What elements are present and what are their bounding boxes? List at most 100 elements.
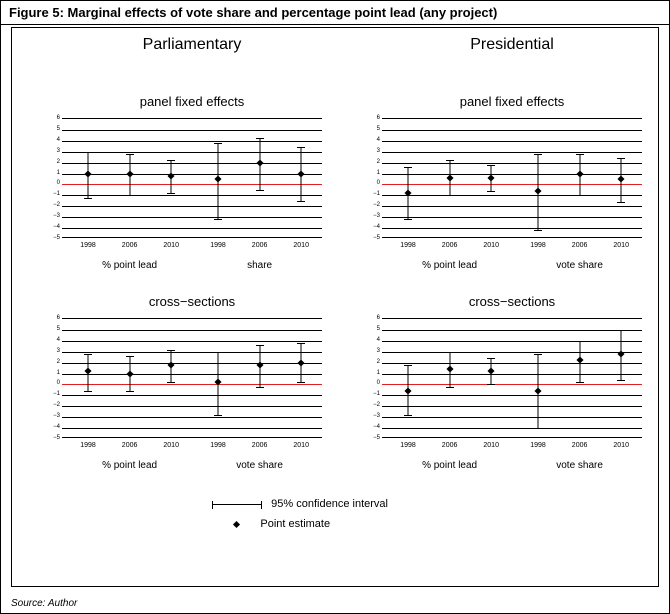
ytick-label: 3 — [362, 148, 380, 154]
column-title: Parliamentary — [42, 36, 342, 54]
ytick-label: 1 — [42, 370, 60, 376]
group-label: vote share — [540, 460, 620, 471]
subplot-title: cross−sections — [52, 294, 332, 309]
ytick-label: −5 — [362, 435, 380, 441]
ytick-label: 4 — [362, 137, 380, 143]
ytick-label: 6 — [42, 115, 60, 121]
xtick-label: 1998 — [203, 442, 233, 449]
ytick-label: −3 — [362, 413, 380, 419]
ytick-label: −5 — [42, 435, 60, 441]
ytick-label: 6 — [362, 115, 380, 121]
xtick-label: 1998 — [523, 442, 553, 449]
point-estimate — [126, 370, 133, 377]
plot-area: Parliamentary Presidential panel fixed eff… — [11, 27, 659, 587]
ytick-label: 4 — [362, 337, 380, 343]
ytick-label: −4 — [362, 224, 380, 230]
xtick-label: 1998 — [393, 442, 423, 449]
point-estimate — [84, 170, 91, 177]
xtick-label: 2006 — [435, 442, 465, 449]
ytick-label: −4 — [42, 224, 60, 230]
ytick-label: 6 — [362, 315, 380, 321]
ytick-label: 5 — [42, 326, 60, 332]
ytick-label: −1 — [362, 391, 380, 397]
xtick-label: 2010 — [476, 242, 506, 249]
xtick-label: 2010 — [286, 442, 316, 449]
xtick-label: 2010 — [606, 242, 636, 249]
xtick-label: 2006 — [245, 442, 275, 449]
figure-title: Figure 5: Marginal effects of vote share… — [1, 1, 669, 25]
subplot-pres-fixed — [382, 118, 642, 238]
group-label: % point lead — [410, 460, 490, 471]
ytick-label: 1 — [362, 370, 380, 376]
ytick-label: 0 — [362, 380, 380, 386]
ytick-label: 0 — [42, 380, 60, 386]
xtick-label: 1998 — [73, 242, 103, 249]
ytick-label: 2 — [362, 159, 380, 165]
ytick-label: 4 — [42, 137, 60, 143]
group-label: share — [220, 260, 300, 271]
point-estimate — [534, 387, 541, 394]
xtick-label: 1998 — [393, 242, 423, 249]
ytick-label: −2 — [42, 402, 60, 408]
point-estimate — [534, 187, 541, 194]
subplot-parl-cross — [62, 318, 322, 438]
subplot-title: panel fixed effects — [52, 94, 332, 109]
ytick-label: −2 — [42, 202, 60, 208]
ytick-label: −2 — [362, 402, 380, 408]
group-label: % point lead — [410, 260, 490, 271]
point-estimate — [446, 174, 453, 181]
source-label: Source: Author — [11, 598, 77, 609]
group-label: vote share — [220, 460, 300, 471]
point-estimate — [214, 175, 221, 182]
subplot-title: cross−sections — [372, 294, 652, 309]
ytick-label: 2 — [42, 359, 60, 365]
ytick-label: −4 — [42, 424, 60, 430]
xtick-label: 2006 — [565, 242, 595, 249]
point-estimate — [126, 170, 133, 177]
ytick-label: −1 — [362, 191, 380, 197]
ytick-label: 0 — [362, 180, 380, 186]
ytick-label: 3 — [42, 148, 60, 154]
ytick-label: 2 — [362, 359, 380, 365]
xtick-label: 2010 — [476, 442, 506, 449]
ytick-label: 5 — [362, 326, 380, 332]
group-label: % point lead — [90, 260, 170, 271]
ytick-label: 1 — [362, 170, 380, 176]
point-estimate — [618, 175, 625, 182]
xtick-label: 2010 — [156, 242, 186, 249]
group-label: % point lead — [90, 460, 170, 471]
xtick-label: 2010 — [286, 242, 316, 249]
ytick-label: 5 — [42, 126, 60, 132]
ytick-label: −3 — [362, 213, 380, 219]
ytick-label: −4 — [362, 424, 380, 430]
xtick-label: 2006 — [115, 442, 145, 449]
ytick-label: −2 — [362, 202, 380, 208]
xtick-label: 1998 — [203, 242, 233, 249]
xtick-label: 2010 — [156, 442, 186, 449]
point-estimate — [256, 159, 263, 166]
xtick-label: 2006 — [115, 242, 145, 249]
group-label: vote share — [540, 260, 620, 271]
ytick-label: −3 — [42, 413, 60, 419]
xtick-label: 1998 — [73, 442, 103, 449]
subplot-title: panel fixed effects — [372, 94, 652, 109]
ytick-label: −1 — [42, 191, 60, 197]
ytick-label: −5 — [362, 235, 380, 241]
ytick-label: 0 — [42, 180, 60, 186]
point-estimate — [576, 170, 583, 177]
point-estimate — [404, 387, 411, 394]
subplot-parl-fixed — [62, 118, 322, 238]
column-title: Presidential — [362, 36, 662, 54]
legend-ci: 95% confidence interval — [212, 498, 388, 510]
figure-frame: Figure 5: Marginal effects of vote share… — [0, 0, 670, 614]
xtick-label: 2010 — [606, 442, 636, 449]
xtick-label: 1998 — [523, 242, 553, 249]
xtick-label: 2006 — [565, 442, 595, 449]
ytick-label: −3 — [42, 213, 60, 219]
ytick-label: 3 — [362, 348, 380, 354]
point-estimate — [298, 170, 305, 177]
subplot-pres-cross — [382, 318, 642, 438]
point-estimate — [298, 359, 305, 366]
ytick-label: 2 — [42, 159, 60, 165]
xtick-label: 2006 — [435, 242, 465, 249]
